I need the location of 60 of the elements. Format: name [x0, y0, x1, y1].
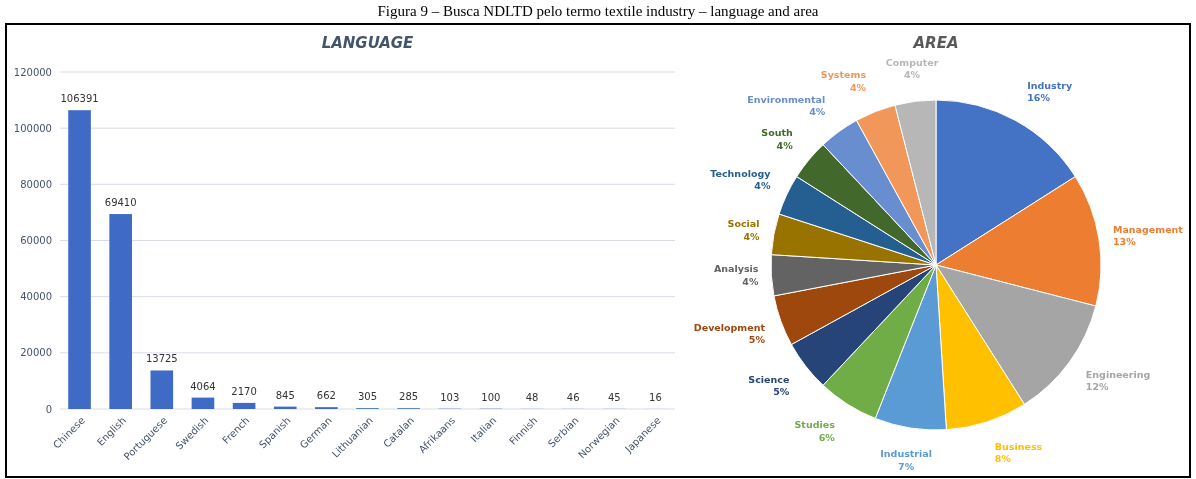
slice-label: Environmental: [747, 93, 826, 105]
chart-title: LANGUAGE: [321, 34, 415, 52]
chart-title: AREA: [912, 34, 959, 52]
data-label: 4%: [743, 230, 761, 242]
data-label: 48: [525, 391, 539, 403]
data-label: 106391: [60, 93, 99, 105]
data-label: 46: [566, 391, 580, 403]
slice-label: Studies: [794, 419, 836, 431]
data-label: 4%: [754, 180, 771, 192]
data-label: 4064: [190, 380, 216, 392]
slice-label: Business: [994, 441, 1043, 452]
data-label: 285: [399, 391, 419, 403]
y-tick-label: 40000: [20, 291, 52, 303]
y-tick-label: 120000: [13, 66, 52, 78]
bar: [109, 214, 132, 409]
slice-label: Computer: [885, 56, 939, 68]
slice-label: Analysis: [713, 263, 759, 275]
data-label: 8%: [994, 453, 1012, 465]
data-label: 16%: [1027, 92, 1051, 104]
slice-label: Engineering: [1085, 368, 1151, 380]
data-label: 45: [607, 391, 621, 403]
slice-label: South: [761, 127, 793, 139]
slice-label: Science: [748, 373, 790, 385]
slice-label: Development: [693, 321, 766, 333]
data-label: 4%: [776, 139, 794, 151]
data-label: 103: [440, 391, 460, 403]
slice-label: Management: [1112, 223, 1184, 235]
data-label: 13%: [1112, 236, 1137, 248]
slice-label: Social: [727, 218, 760, 230]
data-label: 100: [481, 391, 501, 403]
data-label: 12%: [1085, 381, 1110, 393]
bar: [232, 402, 256, 409]
slice-label: Technology: [710, 168, 772, 180]
data-label: 662: [316, 390, 336, 402]
slice-label: Industrial: [880, 448, 932, 460]
data-label: 13725: [145, 353, 178, 365]
data-label: 69410: [104, 197, 137, 209]
data-label: 2170: [231, 385, 257, 397]
y-tick-label: 60000: [20, 235, 52, 246]
text: Figura 9 – Busca NDLTD pelo termo textile industry – language and area: [377, 3, 819, 19]
bar: [191, 397, 215, 409]
data-label: 5%: [773, 386, 790, 398]
y-tick-label: 80000: [20, 178, 52, 190]
data-label: 6%: [818, 431, 836, 443]
data-label: 305: [357, 391, 378, 403]
data-label: 5%: [748, 333, 766, 345]
slice-label: Industry: [1027, 80, 1073, 92]
data-label: 4%: [809, 105, 826, 117]
bar: [68, 110, 91, 409]
data-label: 845: [275, 389, 295, 401]
data-label: 16: [649, 391, 662, 403]
data-label: 7%: [898, 460, 915, 472]
bar: [150, 370, 174, 409]
y-tick-label: 0: [45, 403, 52, 415]
y-tick-label: 20000: [20, 347, 52, 359]
data-label: 4%: [742, 275, 759, 287]
slice-label: Systems: [820, 69, 867, 81]
data-label: 4%: [904, 68, 921, 80]
data-label: 4%: [849, 81, 867, 93]
y-tick-label: 100000: [13, 122, 52, 134]
